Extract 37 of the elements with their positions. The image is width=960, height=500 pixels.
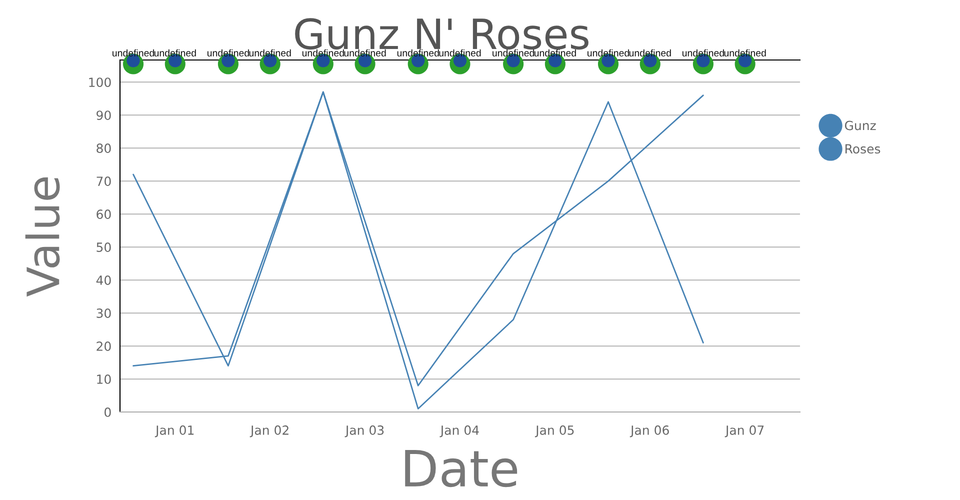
data-label: undefined: [112, 49, 154, 56]
y-tick-label: 40: [96, 276, 111, 285]
y-tick-label: 0: [104, 407, 111, 417]
x-axis-title: Date: [405, 450, 518, 488]
data-label: undefined: [154, 49, 196, 56]
y-tick-label: 10: [97, 374, 111, 384]
y-tick-label: 100: [89, 78, 111, 88]
x-tick-label: Jan 07: [724, 425, 764, 438]
x-tick-label: Jan 06: [630, 425, 669, 438]
data-label: undefined: [397, 49, 439, 56]
x-tick-label: Jan 01: [154, 425, 194, 438]
legend-label: Roses: [845, 144, 880, 154]
y-tick-label: 90: [96, 110, 111, 120]
data-label: undefined: [302, 49, 344, 56]
data-label: undefined: [249, 49, 291, 56]
y-tick-label: 20: [96, 341, 111, 351]
y-tick-label: 80: [96, 144, 111, 154]
y-tick-label: 60: [96, 210, 111, 219]
x-tick-label: Jan 04: [440, 425, 479, 438]
legend-label: Gunz: [844, 120, 876, 130]
y-axis-title: Value: [25, 177, 60, 297]
x-tick-label: Jan 03: [344, 425, 384, 438]
data-label: undefined: [682, 49, 724, 56]
data-label: undefined: [492, 49, 534, 56]
x-tick-label: Jan 05: [534, 425, 574, 438]
y-tick-label: 70: [96, 176, 111, 186]
y-tick-label: 50: [96, 242, 111, 252]
data-label: undefined: [629, 49, 671, 56]
x-tick-label: Jan 02: [250, 425, 288, 438]
data-label: undefined: [439, 49, 481, 56]
data-label: undefined: [207, 49, 249, 56]
data-label: undefined: [724, 49, 766, 56]
data-label: undefined: [588, 49, 629, 56]
y-tick-label: 30: [96, 308, 111, 318]
data-label: undefined: [344, 49, 386, 56]
data-label: undefined: [534, 49, 576, 56]
chart-title: Gunz N' Roses: [295, 18, 588, 50]
